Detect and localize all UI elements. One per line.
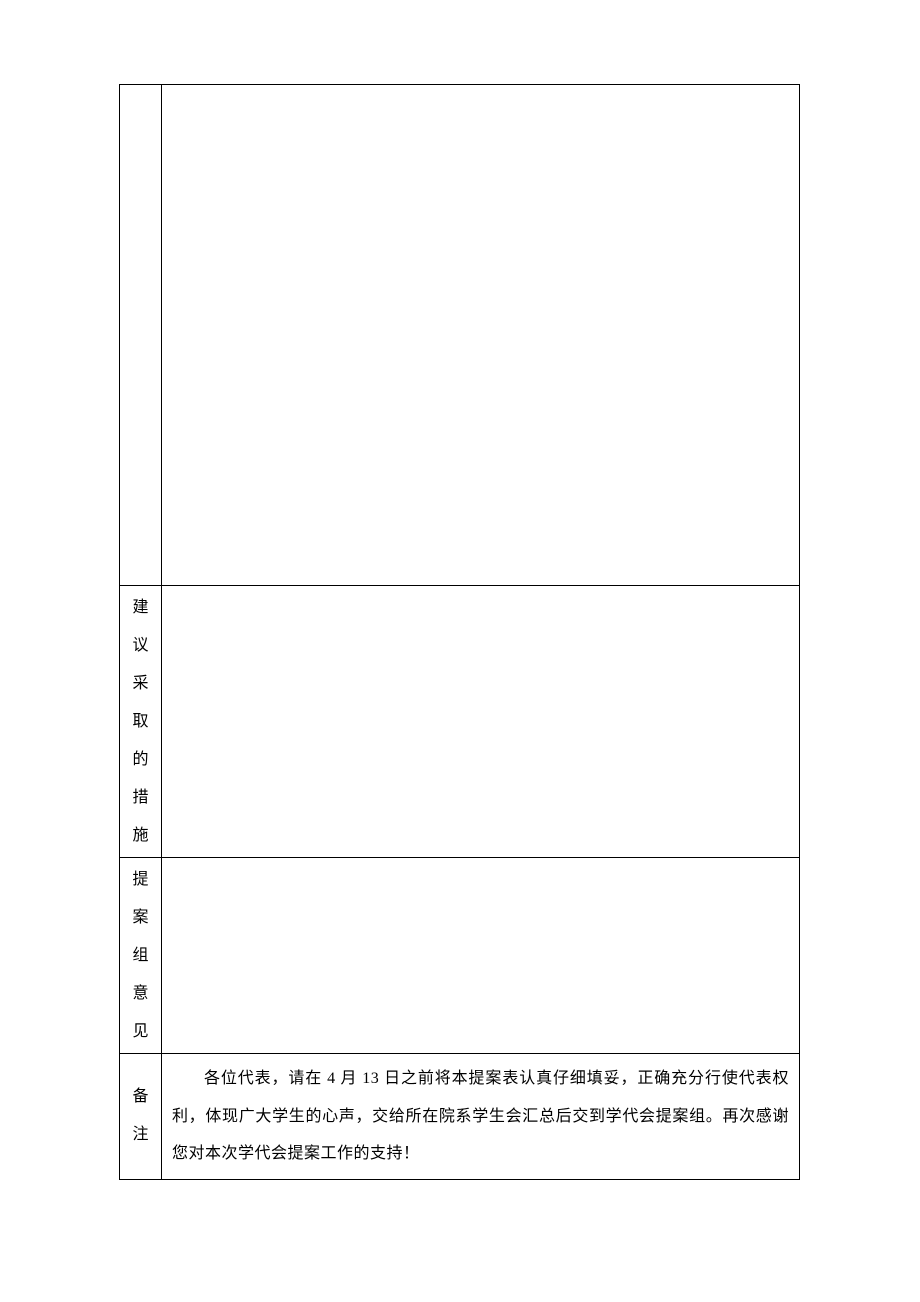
label-char: 采	[132, 676, 148, 692]
content-cell-remark: 各位代表，请在 4 月 13 日之前将本提案表认真仔细填妥，正确充分行使代表权利…	[162, 1054, 800, 1180]
table-row-measures: 建 议 采 取 的 措 施	[120, 586, 800, 858]
label-remark: 备 注	[120, 1081, 161, 1151]
table-row-remark: 备 注 各位代表，请在 4 月 13 日之前将本提案表认真仔细填妥，正确充分行使…	[120, 1054, 800, 1180]
label-char: 议	[132, 638, 148, 654]
label-char: 案	[132, 910, 148, 926]
label-char: 施	[132, 828, 148, 844]
table-row-blank	[120, 85, 800, 586]
label-char: 措	[132, 790, 148, 806]
label-cell-blank	[120, 85, 162, 586]
content-cell-opinion	[162, 858, 800, 1054]
label-char: 建	[132, 600, 148, 616]
label-char: 意	[132, 986, 148, 1002]
label-char: 取	[132, 714, 148, 730]
label-char: 的	[132, 752, 148, 768]
label-cell-measures: 建 议 采 取 的 措 施	[120, 586, 162, 858]
label-char: 备	[132, 1089, 148, 1105]
label-char: 组	[132, 948, 148, 964]
label-opinion: 提 案 组 意 见	[120, 864, 161, 1048]
content-remark: 各位代表，请在 4 月 13 日之前将本提案表认真仔细填妥，正确充分行使代表权利…	[162, 1054, 799, 1179]
label-char: 提	[132, 872, 148, 888]
label-cell-remark: 备 注	[120, 1054, 162, 1180]
table-row-opinion: 提 案 组 意 见	[120, 858, 800, 1054]
label-blank	[120, 327, 161, 343]
label-measures: 建 议 采 取 的 措 施	[120, 592, 161, 852]
content-cell-blank	[162, 85, 800, 586]
label-cell-opinion: 提 案 组 意 见	[120, 858, 162, 1054]
proposal-form-table: 建 议 采 取 的 措 施 提 案	[119, 84, 800, 1180]
label-char: 见	[132, 1024, 148, 1040]
content-cell-measures	[162, 586, 800, 858]
label-char: 注	[132, 1127, 148, 1143]
